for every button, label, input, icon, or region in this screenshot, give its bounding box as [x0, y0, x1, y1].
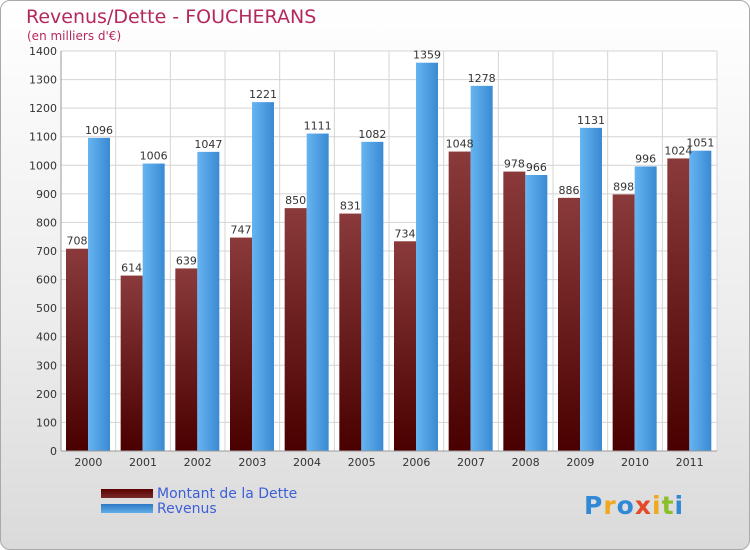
- logo-letter: r: [603, 491, 617, 520]
- logo-letter: i: [674, 491, 685, 520]
- x-tick-label: 2007: [457, 456, 485, 469]
- bar-revenus: [525, 175, 548, 451]
- y-tick-label: 1100: [29, 131, 57, 144]
- bar-debt: [394, 241, 416, 451]
- logo-letter: o: [616, 491, 635, 520]
- logo-letter: t: [661, 491, 675, 520]
- value-label-revenus: 1051: [686, 137, 714, 150]
- value-label-debt: 898: [613, 180, 634, 193]
- value-label-revenus: 1047: [194, 138, 222, 151]
- bar-debt: [558, 197, 580, 451]
- value-label-debt: 639: [176, 254, 197, 267]
- x-tick-label: 2009: [566, 456, 594, 469]
- x-tick-label: 2011: [676, 456, 704, 469]
- y-tick-label: 200: [36, 388, 57, 401]
- legend-swatch-revenus: [101, 504, 153, 513]
- x-tick-label: 2003: [238, 456, 266, 469]
- x-tick-label: 2010: [621, 456, 649, 469]
- bar-debt: [120, 275, 143, 451]
- logo-letter: P: [584, 491, 604, 520]
- bar-debt: [448, 151, 471, 452]
- bar-revenus: [634, 166, 657, 451]
- value-label-revenus: 1111: [304, 120, 332, 133]
- y-tick-label: 500: [36, 302, 57, 315]
- value-label-revenus: 1006: [140, 150, 168, 163]
- value-label-debt: 734: [395, 227, 416, 240]
- y-tick-label: 600: [36, 274, 57, 287]
- x-tick-label: 2000: [74, 456, 102, 469]
- logo-letter: x: [634, 491, 652, 520]
- x-tick-label: 2004: [293, 456, 321, 469]
- legend-item-debt: Montant de la Dette: [101, 485, 298, 502]
- x-tick-label: 2002: [184, 456, 212, 469]
- value-label-revenus: 1278: [468, 72, 496, 85]
- bar-debt: [230, 237, 252, 451]
- x-tick-label: 2001: [129, 456, 157, 469]
- value-label-debt: 978: [504, 158, 525, 171]
- y-tick-label: 1400: [29, 45, 57, 58]
- x-tick-label: 2006: [402, 456, 430, 469]
- bar-revenus: [689, 150, 712, 451]
- bar-revenus: [88, 137, 110, 451]
- y-tick-label: 300: [36, 359, 57, 372]
- value-label-revenus: 1082: [358, 128, 386, 141]
- bar-revenus: [580, 127, 602, 451]
- bar-debt: [66, 248, 88, 451]
- y-tick-label: 1300: [29, 74, 57, 87]
- value-label-debt: 614: [121, 262, 142, 275]
- bar-revenus: [361, 141, 384, 451]
- value-label-debt: 831: [340, 200, 361, 213]
- logo-letter: i: [652, 491, 662, 520]
- value-label-debt: 850: [285, 194, 306, 207]
- bar-revenus: [470, 85, 493, 451]
- bar-debt: [175, 268, 198, 451]
- bar-revenus: [416, 62, 438, 451]
- y-tick-label: 1000: [29, 159, 57, 172]
- bar-debt: [339, 213, 362, 451]
- bar-debt: [284, 208, 307, 451]
- legend: Montant de la Dette Revenus: [101, 485, 298, 517]
- y-tick-label: 800: [36, 216, 57, 229]
- value-label-debt: 1048: [446, 138, 474, 151]
- value-label-debt: 1024: [664, 144, 692, 157]
- y-tick-label: 400: [36, 331, 57, 344]
- value-label-revenus: 1096: [85, 124, 113, 137]
- chart-subtitle: (en milliers d'€): [27, 29, 122, 43]
- bar-revenus: [306, 133, 329, 452]
- legend-label-debt: Montant de la Dette: [157, 485, 298, 502]
- bar-revenus: [142, 163, 165, 452]
- legend-item-revenus: Revenus: [101, 500, 297, 517]
- legend-label-revenus: Revenus: [157, 500, 217, 517]
- value-label-debt: 747: [231, 224, 252, 237]
- chart-title: Revenus/Dette - FOUCHERANS: [26, 6, 317, 28]
- value-label-revenus: 996: [635, 152, 656, 165]
- x-tick-label: 2008: [512, 456, 540, 469]
- bar-revenus: [197, 151, 220, 451]
- proxiti-logo: Proxiti: [584, 491, 684, 520]
- y-tick-label: 900: [36, 188, 57, 201]
- x-tick-label: 2005: [348, 456, 376, 469]
- value-label-revenus: 1359: [413, 49, 441, 62]
- bar-revenus: [252, 102, 274, 452]
- value-label-debt: 886: [559, 184, 580, 197]
- bar-debt: [612, 194, 635, 451]
- value-label-revenus: 966: [526, 161, 547, 174]
- bar-debt: [667, 158, 690, 451]
- value-label-revenus: 1221: [249, 88, 277, 101]
- bar-debt: [503, 171, 526, 452]
- y-tick-label: 0: [50, 445, 57, 458]
- y-tick-label: 700: [36, 245, 57, 258]
- y-tick-label: 100: [36, 416, 57, 429]
- y-tick-label: 1200: [29, 102, 57, 115]
- value-label-revenus: 1131: [577, 114, 605, 127]
- value-label-debt: 708: [67, 235, 88, 248]
- legend-swatch-debt: [101, 489, 153, 498]
